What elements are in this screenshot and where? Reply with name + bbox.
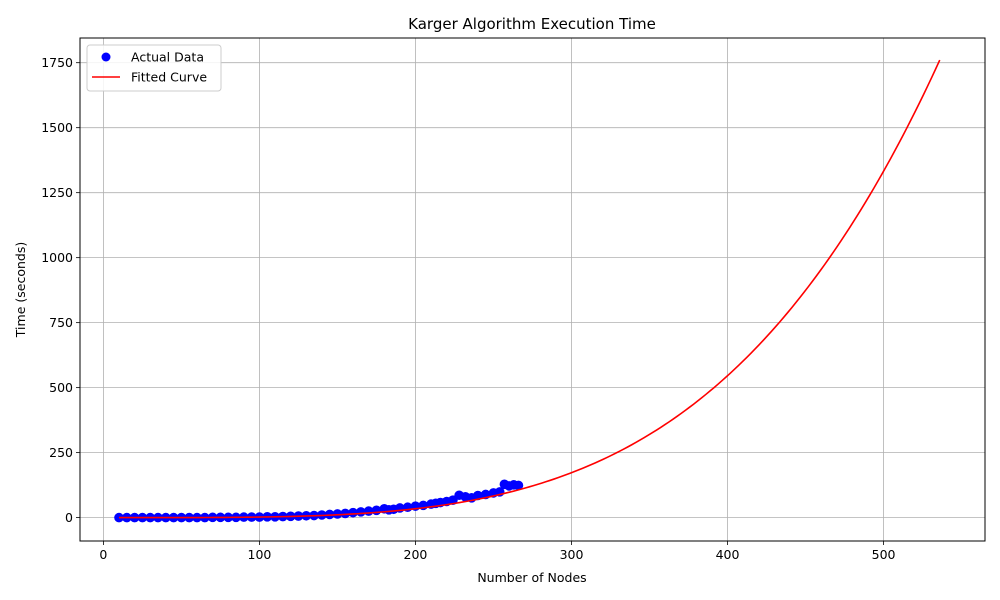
y-tick-label: 750: [49, 315, 73, 330]
x-tick-label: 200: [404, 547, 428, 562]
x-tick-label: 500: [872, 547, 896, 562]
y-axis-label: Time (seconds): [13, 242, 28, 338]
legend-actual-data-label: Actual Data: [131, 50, 204, 65]
y-tick-label: 0: [65, 510, 73, 525]
y-tick-label: 1000: [41, 250, 73, 265]
x-tick-label: 0: [99, 547, 107, 562]
x-tick-label: 100: [248, 547, 272, 562]
chart-title: Karger Algorithm Execution Time: [408, 15, 656, 33]
y-tick-label: 500: [49, 380, 73, 395]
y-tick-label: 1250: [41, 185, 73, 200]
y-tick-label: 250: [49, 445, 73, 460]
y-tick-label: 1500: [41, 120, 73, 135]
x-tick-label: 300: [560, 547, 584, 562]
y-tick-label: 1750: [41, 55, 73, 70]
x-tick-label: 400: [716, 547, 740, 562]
legend: Actual Data Fitted Curve: [87, 45, 221, 91]
legend-fitted-curve-label: Fitted Curve: [131, 70, 207, 85]
x-axis-label: Number of Nodes: [477, 570, 586, 585]
legend-actual-data-marker: [102, 53, 111, 62]
